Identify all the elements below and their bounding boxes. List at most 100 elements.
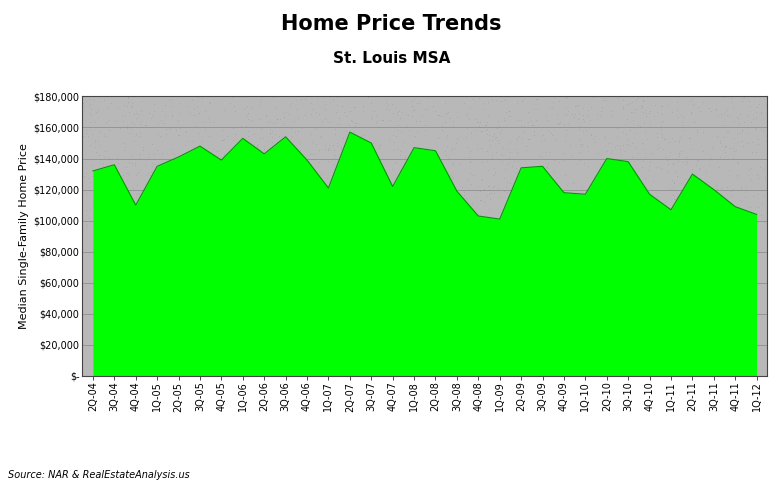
Point [164, 124, 176, 132]
Point [361, 143, 373, 151]
Point [456, 196, 468, 203]
Point [757, 218, 770, 226]
Point [414, 185, 427, 192]
Point [120, 163, 132, 171]
Point [89, 184, 102, 191]
Point [251, 197, 263, 204]
Point [121, 169, 133, 176]
Point [358, 161, 370, 169]
Point [289, 128, 301, 135]
Point [263, 147, 276, 155]
Point [269, 215, 281, 223]
Point [261, 181, 273, 188]
Point [627, 167, 640, 175]
Point [516, 134, 529, 142]
Point [188, 204, 200, 212]
Point [478, 185, 490, 193]
Point [566, 204, 579, 212]
Point [161, 126, 173, 134]
Point [85, 105, 97, 113]
Point [166, 149, 179, 157]
Point [150, 190, 162, 198]
Point [536, 190, 549, 198]
Point [180, 203, 193, 211]
Point [629, 144, 641, 151]
Point [93, 97, 106, 105]
Point [284, 101, 297, 108]
Point [314, 170, 327, 177]
Point [575, 214, 587, 221]
Point [718, 121, 731, 129]
Point [229, 180, 242, 187]
Point [349, 208, 362, 215]
Point [294, 147, 306, 154]
Point [97, 162, 110, 170]
Point [280, 154, 292, 161]
Point [223, 219, 236, 227]
Point [482, 136, 495, 144]
Point [503, 138, 516, 146]
Point [736, 215, 749, 223]
Point [754, 125, 767, 133]
Point [238, 93, 251, 101]
Point [502, 160, 514, 168]
Point [270, 138, 283, 146]
Point [625, 108, 637, 116]
Point [307, 187, 319, 194]
Point [736, 126, 749, 134]
Point [289, 216, 301, 224]
Point [510, 164, 522, 172]
Point [388, 202, 400, 210]
Point [200, 225, 213, 232]
Point [682, 201, 695, 209]
Point [182, 224, 194, 232]
Point [576, 221, 588, 228]
Point [312, 146, 325, 154]
Point [356, 205, 369, 213]
Point [655, 110, 667, 118]
Point [336, 102, 348, 110]
Point [438, 99, 451, 107]
Point [639, 153, 651, 161]
Point [734, 186, 747, 193]
Point [183, 109, 196, 117]
Point [539, 217, 552, 225]
Point [631, 121, 644, 129]
Point [105, 194, 117, 201]
Point [92, 107, 105, 114]
Point [319, 115, 331, 122]
Point [255, 191, 268, 199]
Point [349, 208, 362, 215]
Point [639, 174, 651, 182]
Point [571, 101, 583, 109]
Point [727, 118, 740, 125]
Point [674, 133, 687, 141]
Point [561, 110, 573, 118]
Point [538, 216, 550, 224]
Point [117, 146, 130, 154]
Point [269, 118, 282, 126]
Point [122, 98, 135, 106]
Point [444, 176, 456, 184]
Point [92, 224, 105, 232]
Point [573, 208, 586, 215]
Point [269, 211, 281, 218]
Point [501, 112, 514, 120]
Point [259, 189, 272, 197]
Point [236, 206, 249, 214]
Point [158, 175, 171, 183]
Point [122, 94, 135, 102]
Point [715, 203, 727, 211]
Point [106, 166, 118, 174]
Point [339, 201, 352, 208]
Point [476, 175, 489, 183]
Point [720, 212, 733, 220]
Point [136, 97, 149, 105]
Point [110, 168, 123, 175]
Point [624, 123, 637, 131]
Point [487, 132, 500, 140]
Point [745, 175, 758, 183]
Point [755, 108, 767, 116]
Point [149, 194, 161, 201]
Point [442, 108, 454, 116]
